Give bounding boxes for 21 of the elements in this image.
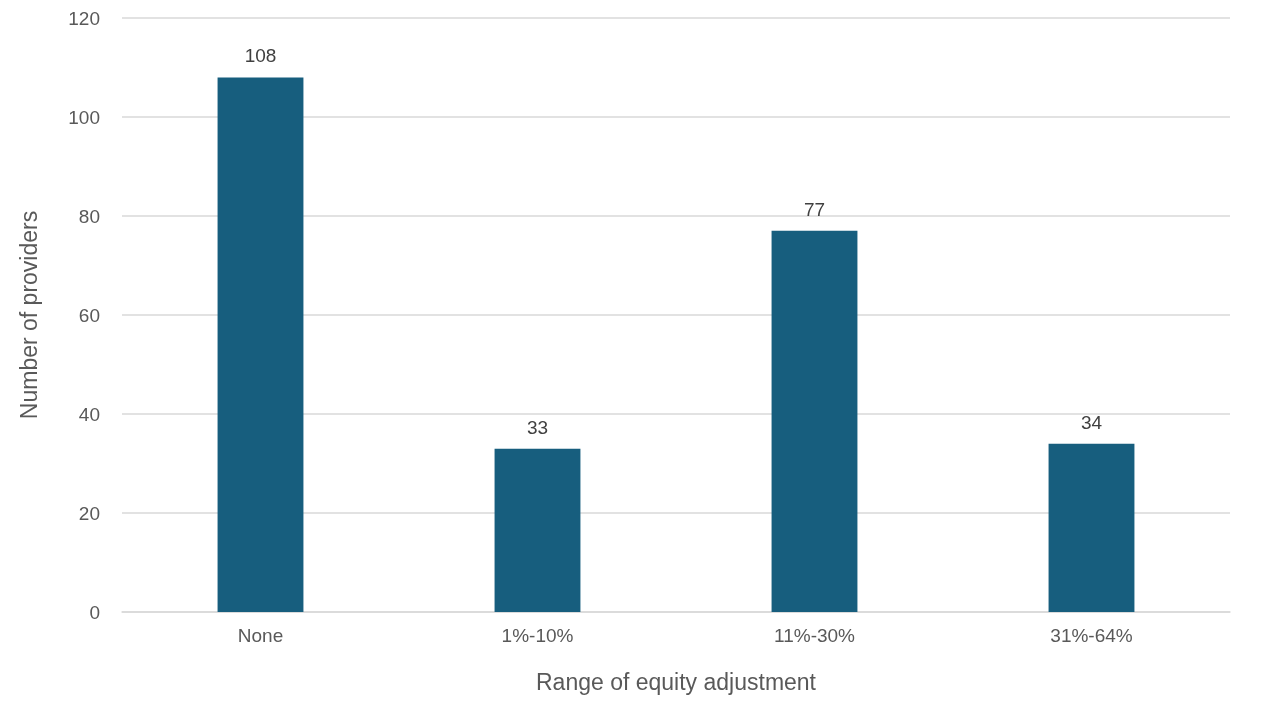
x-axis-title: Range of equity adjustment: [535, 668, 817, 695]
y-tick-label: 20: [78, 502, 100, 524]
x-tick-label: 1%-10%: [501, 625, 574, 646]
y-tick-label: 40: [78, 403, 100, 425]
x-tick-label: None: [237, 625, 284, 646]
x-tick-label: 31%-64%: [1050, 625, 1133, 646]
bar: [1048, 443, 1135, 612]
data-label: 33: [526, 416, 549, 438]
y-tick-label: 80: [78, 205, 100, 227]
bar: [217, 77, 304, 612]
data-label: 34: [1080, 411, 1103, 433]
y-tick-label: 100: [68, 106, 100, 128]
bar: [771, 230, 858, 612]
data-label: 108: [244, 45, 277, 67]
bar: [494, 448, 581, 612]
y-tick-label: 60: [78, 304, 100, 326]
y-tick-label: 0: [89, 601, 100, 623]
data-label: 77: [803, 198, 826, 220]
y-tick-label: 120: [68, 7, 100, 29]
y-axis-title: Number of providers: [15, 210, 42, 420]
x-tick-label: 11%-30%: [774, 625, 856, 646]
